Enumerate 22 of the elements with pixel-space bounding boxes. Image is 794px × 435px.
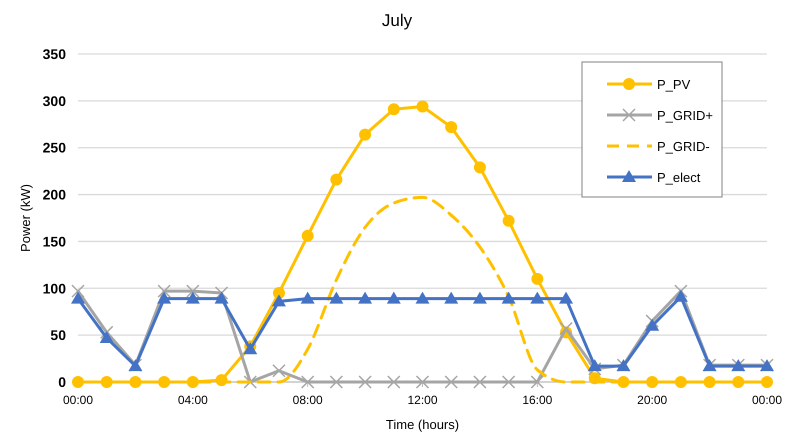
- legend-label: P_PV: [657, 77, 691, 92]
- x-tick-label: 00:00: [752, 393, 782, 407]
- y-tick-label: 250: [42, 140, 66, 156]
- x-axis-title: Time (hours): [386, 417, 460, 432]
- y-tick-label: 150: [42, 233, 66, 250]
- legend-label: P_elect: [657, 170, 701, 185]
- x-tick-label: 20:00: [637, 393, 668, 407]
- x-tick-label: 04:00: [178, 393, 208, 407]
- x-tick-label: 12:00: [407, 393, 438, 407]
- y-tick-label: 200: [42, 186, 66, 203]
- x-tick-label: 08:00: [292, 393, 324, 407]
- chart-title: July: [382, 11, 413, 30]
- y-tick-label: 350: [42, 46, 66, 62]
- x-tick-label: 16:00: [522, 393, 553, 407]
- y-axis-title: Power (kW): [18, 184, 33, 252]
- y-tick-label: 50: [50, 327, 66, 344]
- y-tick-label: 300: [42, 92, 66, 109]
- y-tick-label: 0: [58, 374, 66, 390]
- x-tick-label: 00:00: [62, 393, 94, 407]
- y-tick-label: 100: [42, 280, 66, 296]
- legend-label: P_GRID-: [657, 139, 710, 154]
- legend-label: P_GRID+: [657, 108, 713, 123]
